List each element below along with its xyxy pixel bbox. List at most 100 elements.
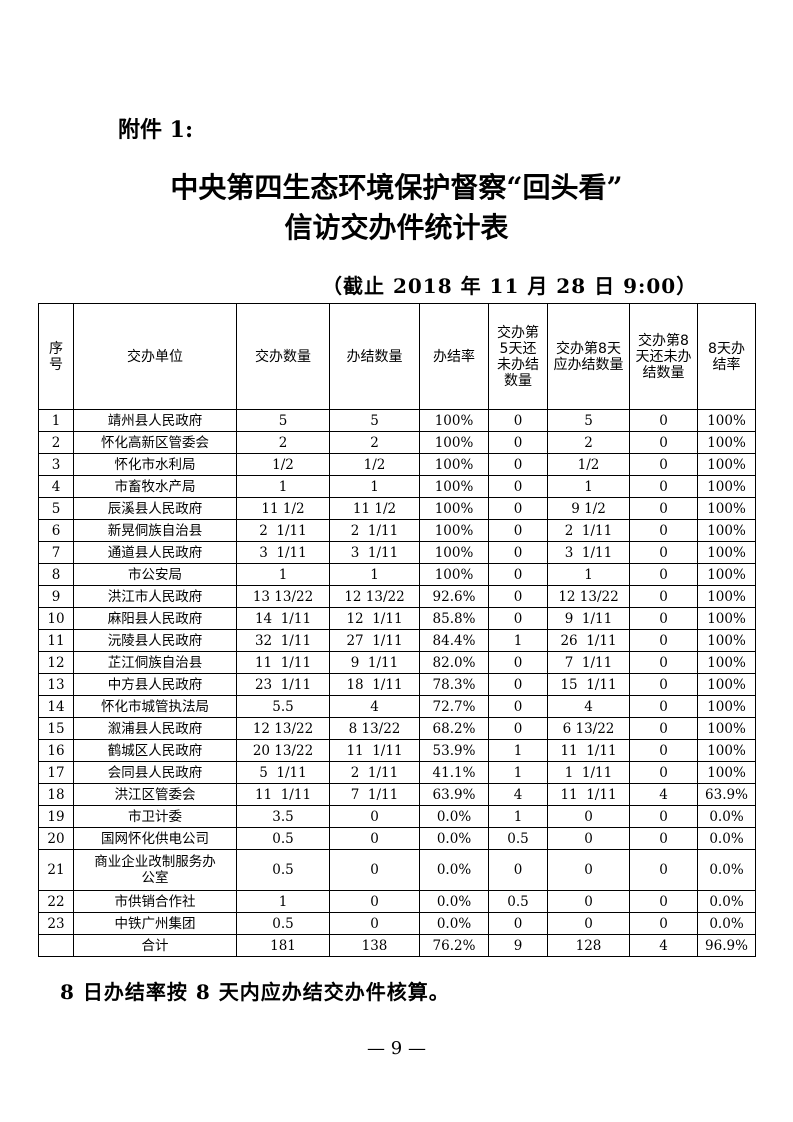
cell-col-rate: 41.1% (419, 761, 489, 784)
footnote: 8 日办结率按 8 天内应办结交办件核算。 (60, 980, 450, 1004)
cell-col-index: 10 (38, 607, 74, 630)
cell-col-index: 23 (38, 912, 74, 935)
cell-col-index: 9 (38, 585, 74, 608)
cell-col-day8-pending: 0 (629, 912, 698, 935)
header-col-index: 序号 (38, 303, 74, 410)
cell-col-unit: 麻阳县人民政府 (73, 607, 237, 630)
table-total-row: 合计 181 138 76.2% 9 128 4 96.9% (38, 934, 756, 957)
cell-col-unit: 芷江侗族自治县 (73, 651, 237, 674)
cell-col-day8-due: 6 13/22 (547, 717, 630, 740)
cell-col-rate: 100% (419, 409, 489, 432)
cell-col-day8-rate: 100% (697, 629, 756, 652)
cell-col-day5-pending: 0 (488, 695, 548, 718)
cell-col-index: 13 (38, 673, 74, 696)
cell-col-day8-due: 0 (547, 849, 630, 891)
as-of-date: （截止 2018 年 11 月 28 日 9:00） (322, 274, 698, 298)
cell-col-unit: 市公安局 (73, 563, 237, 586)
cell-col-day8-due: 1 1/11 (547, 761, 630, 784)
cell-col-day5-pending: 0 (488, 409, 548, 432)
header-col-assigned: 交办数量 (236, 303, 330, 410)
cell-col-day5-pending: 0 (488, 717, 548, 740)
table-row: 2 怀化高新区管委会 2 2 100% 0 2 0 100% (38, 431, 756, 454)
cell-col-unit: 市卫计委 (73, 805, 237, 828)
header-col-day8-rate: 8天办结率 (697, 303, 756, 410)
cell-col-day5-pending: 0 (488, 519, 548, 542)
cell-col-index: 19 (38, 805, 74, 828)
cell-col-day8-due: 2 1/11 (547, 519, 630, 542)
cell-col-day8-rate: 100% (697, 717, 756, 740)
cell-col-unit: 洪江区管委会 (73, 783, 237, 806)
cell-col-day5-pending: 0 (488, 673, 548, 696)
table-row: 17 会同县人民政府 5 1/11 2 1/11 41.1% 1 1 1/11 0 100% (38, 761, 756, 784)
cell-col-completed: 11 1/11 (329, 739, 420, 762)
cell-col-unit: 市畜牧水产局 (73, 475, 237, 498)
cell-col-day8-pending: 0 (629, 497, 698, 520)
cell-col-day8-pending: 0 (629, 717, 698, 740)
cell-col-index: 1 (38, 409, 74, 432)
cell-col-assigned: 11 1/11 (236, 783, 330, 806)
cell-col-day8-rate: 100% (697, 409, 756, 432)
cell-col-assigned: 0.5 (236, 912, 330, 935)
cell-col-rate: 68.2% (419, 717, 489, 740)
cell-col-day5-pending: 0 (488, 475, 548, 498)
cell-col-day5-pending: 0 (488, 431, 548, 454)
cell-col-day8-pending: 0 (629, 519, 698, 542)
cell-col-day8-rate: 100% (697, 541, 756, 564)
cell-col-rate: 76.2% (419, 934, 489, 957)
table-row: 4 市畜牧水产局 1 1 100% 0 1 0 100% (38, 475, 756, 498)
table-row: 16 鹤城区人民政府 20 13/22 11 1/11 53.9% 1 11 1/11 0 10… (38, 739, 756, 762)
cell-col-day8-due: 0 (547, 912, 630, 935)
cell-col-completed: 4 (329, 695, 420, 718)
cell-col-unit: 合计 (73, 934, 237, 957)
cell-col-rate: 53.9% (419, 739, 489, 762)
cell-col-unit: 怀化市城管执法局 (73, 695, 237, 718)
cell-col-completed: 1 (329, 475, 420, 498)
cell-col-assigned: 5 1/11 (236, 761, 330, 784)
cell-col-day8-pending: 4 (629, 783, 698, 806)
cell-col-completed: 0 (329, 849, 420, 891)
cell-col-unit: 会同县人民政府 (73, 761, 237, 784)
cell-col-day5-pending: 1 (488, 805, 548, 828)
cell-col-day8-rate: 96.9% (697, 934, 756, 957)
cell-col-unit: 通道县人民政府 (73, 541, 237, 564)
cell-col-rate: 100% (419, 563, 489, 586)
cell-col-rate: 0.0% (419, 849, 489, 891)
cell-col-day5-pending: 0 (488, 849, 548, 891)
cell-col-rate: 100% (419, 519, 489, 542)
cell-col-index: 22 (38, 890, 74, 913)
cell-col-index: 17 (38, 761, 74, 784)
cell-col-day8-rate: 100% (697, 431, 756, 454)
cell-col-day5-pending: 0 (488, 541, 548, 564)
cell-col-rate: 100% (419, 431, 489, 454)
table-row: 20 国网怀化供电公司 0.5 0 0.0% 0.5 0 0 0.0% (38, 827, 756, 850)
cell-col-day8-pending: 0 (629, 453, 698, 476)
cell-col-day8-due: 9 1/11 (547, 607, 630, 630)
cell-col-day8-due: 11 1/11 (547, 783, 630, 806)
cell-col-day8-pending: 0 (629, 739, 698, 762)
cell-col-day8-pending: 0 (629, 890, 698, 913)
cell-col-assigned: 2 (236, 431, 330, 454)
cell-col-unit: 国网怀化供电公司 (73, 827, 237, 850)
cell-col-index: 3 (38, 453, 74, 476)
table-row: 15 溆浦县人民政府 12 13/22 8 13/22 68.2% 0 6 13/22 0 10… (38, 717, 756, 740)
cell-col-rate: 78.3% (419, 673, 489, 696)
table-row: 9 洪江市人民政府 13 13/22 12 13/22 92.6% 0 12 13/22 0 1… (38, 585, 756, 608)
cell-col-completed: 0 (329, 912, 420, 935)
cell-col-rate: 72.7% (419, 695, 489, 718)
cell-col-index: 16 (38, 739, 74, 762)
table-row: 6 新晃侗族自治县 2 1/11 2 1/11 100% 0 2 1/11 0 100% (38, 519, 756, 542)
cell-col-day8-rate: 100% (697, 695, 756, 718)
cell-col-day8-rate: 100% (697, 497, 756, 520)
cell-col-index: 7 (38, 541, 74, 564)
table-header-row: 序号 交办单位 交办数量 办结数量 办结率 交办第5天还未办结数量 交办第8天应办结数量 交办… (38, 303, 756, 410)
cell-col-assigned: 11 1/11 (236, 651, 330, 674)
cell-col-rate: 0.0% (419, 827, 489, 850)
table-row: 1 靖州县人民政府 5 5 100% 0 5 0 100% (38, 409, 756, 432)
cell-col-unit: 商业企业改制服务办公室 (73, 849, 237, 891)
cell-col-day8-rate: 0.0% (697, 890, 756, 913)
cell-col-assigned: 0.5 (236, 827, 330, 850)
cell-col-assigned: 5.5 (236, 695, 330, 718)
cell-col-unit: 溆浦县人民政府 (73, 717, 237, 740)
cell-col-index: 18 (38, 783, 74, 806)
cell-col-day5-pending: 0 (488, 497, 548, 520)
